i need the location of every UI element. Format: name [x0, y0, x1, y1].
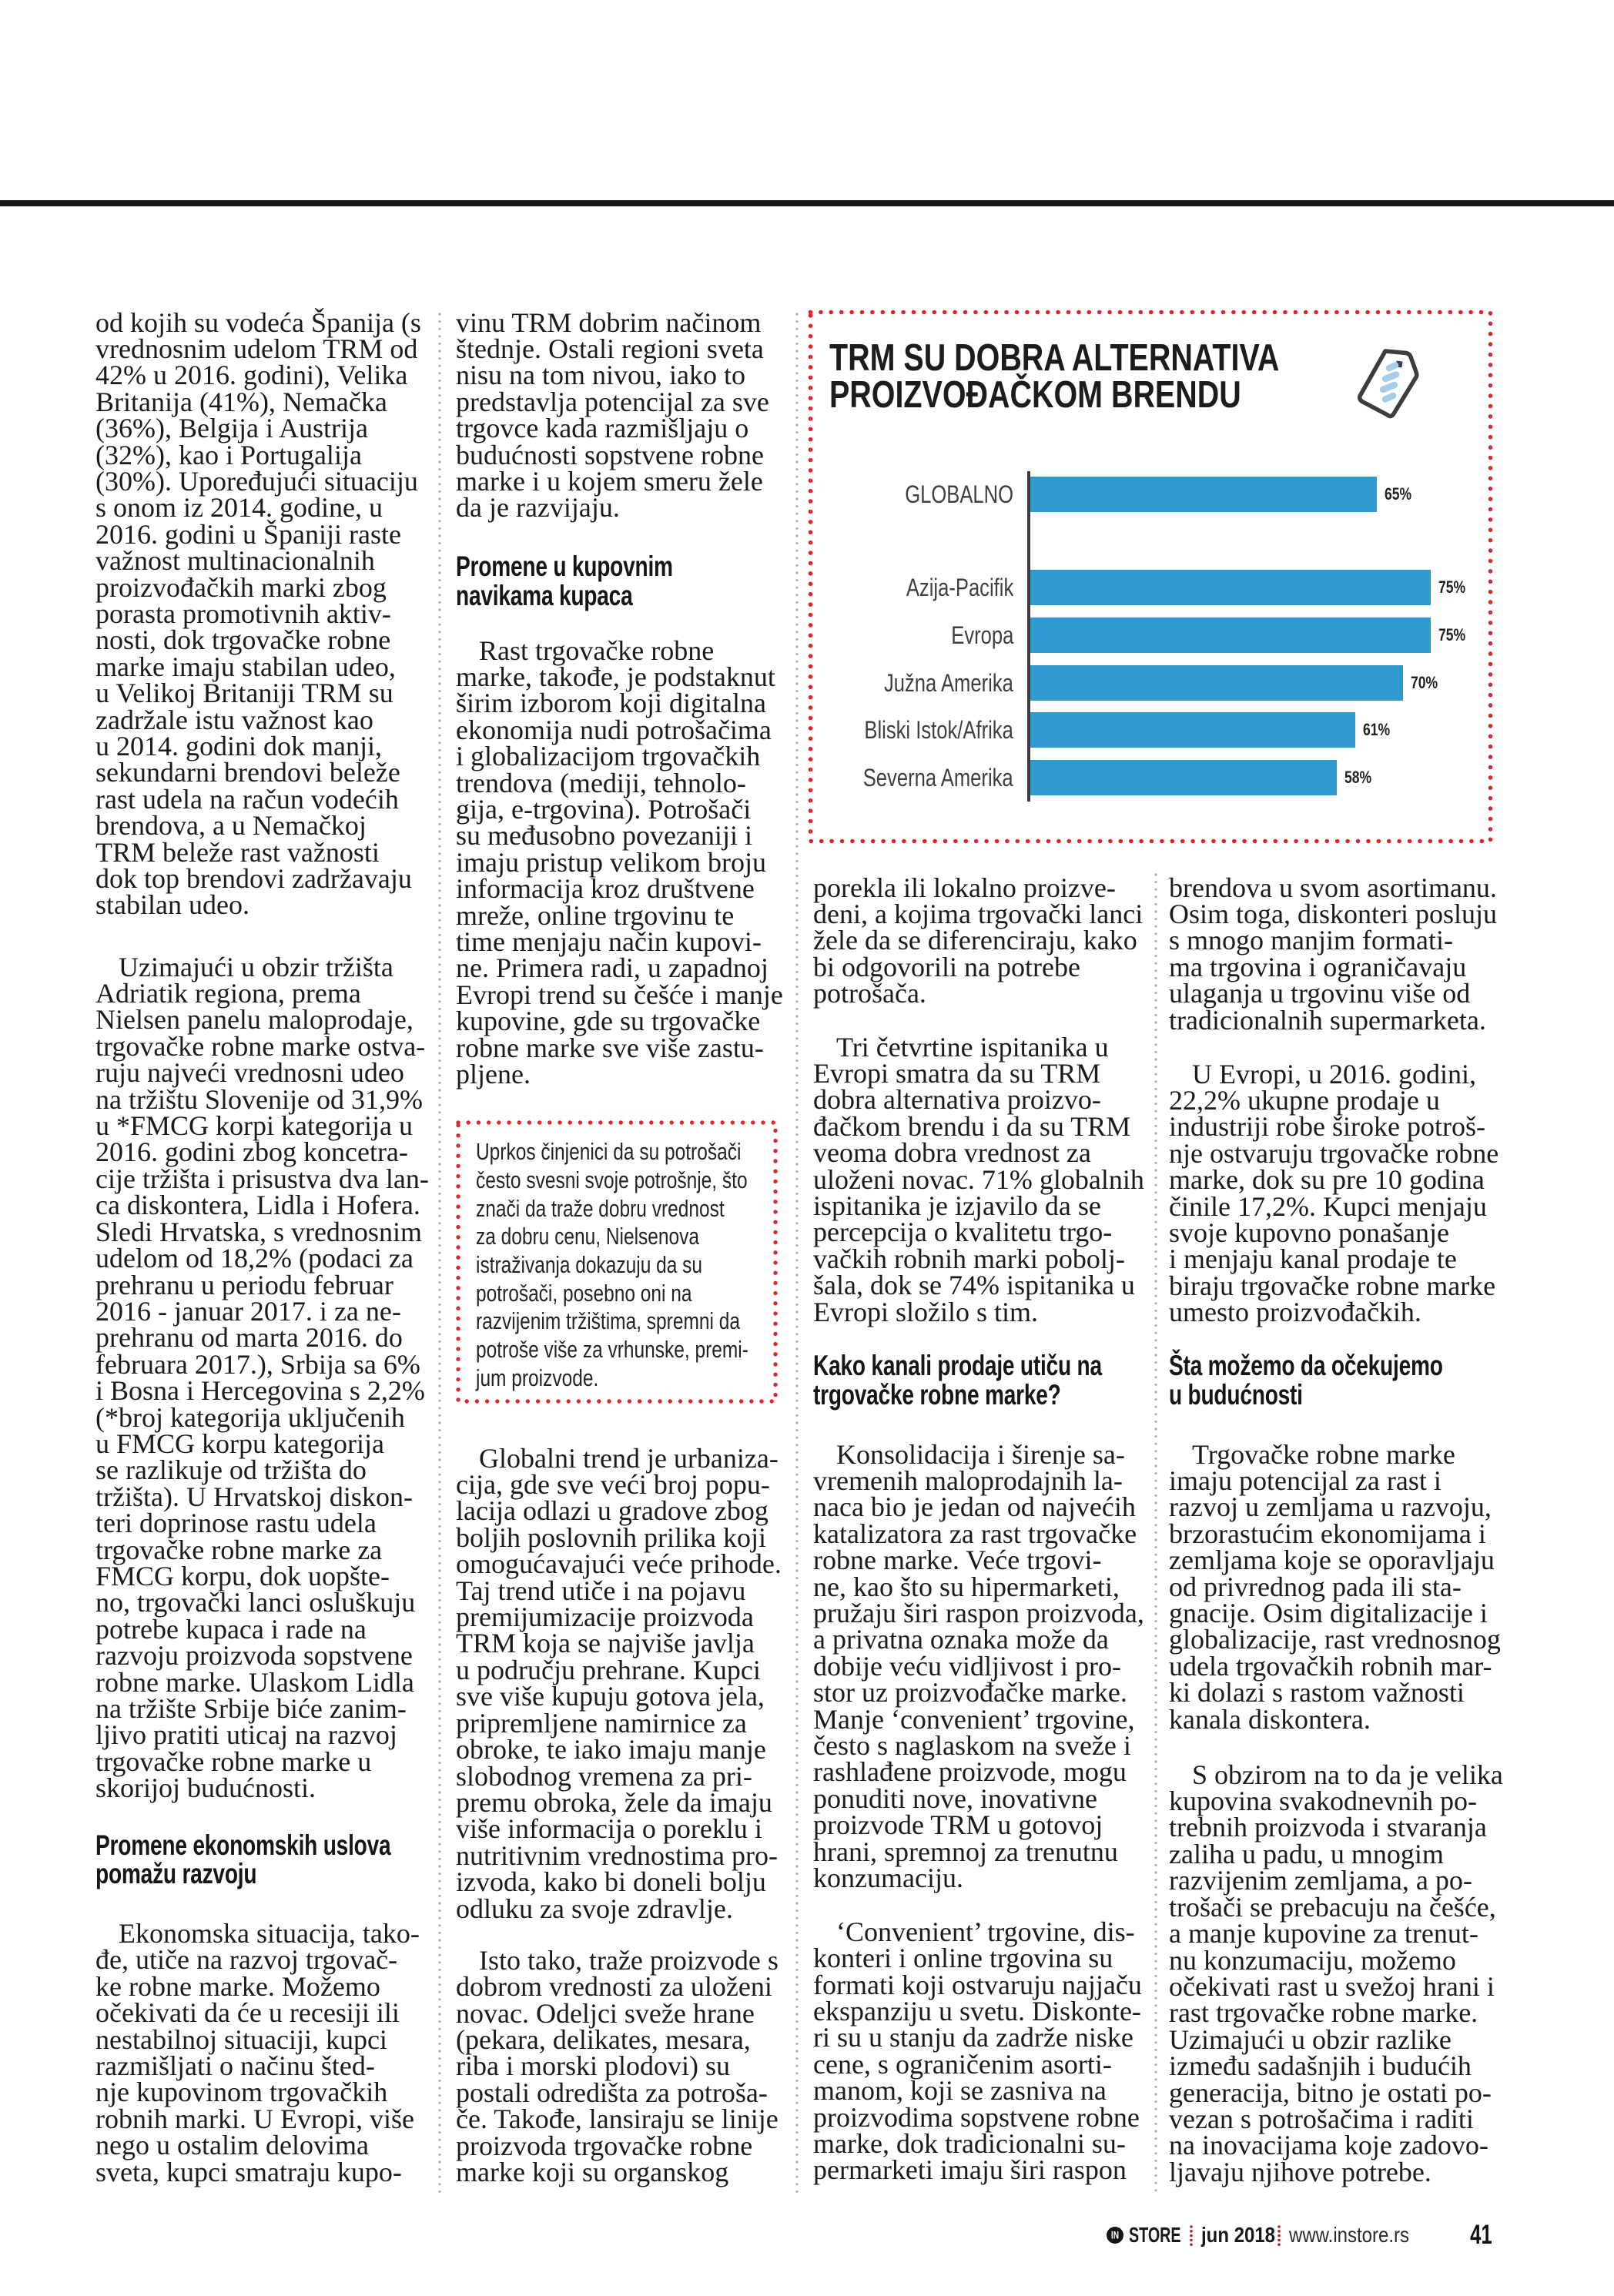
svg-text:IN: IN — [1111, 2229, 1119, 2241]
